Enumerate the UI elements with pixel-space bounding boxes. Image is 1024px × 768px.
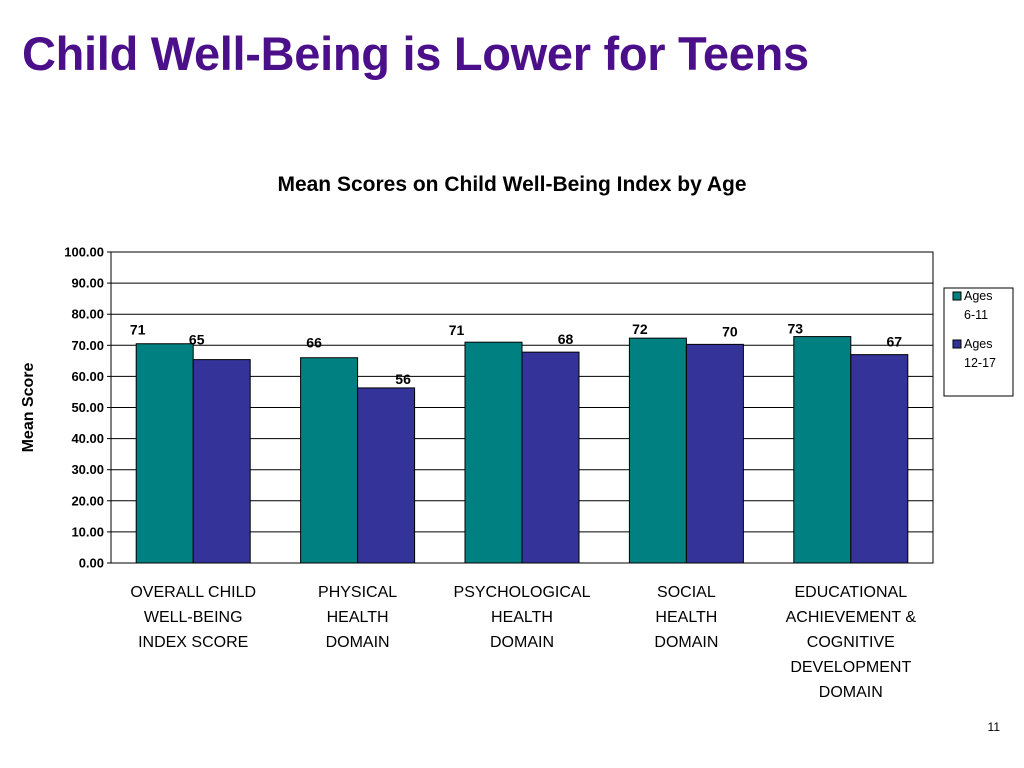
x-category-label: ACHIEVEMENT & [786, 609, 917, 626]
plot-border [110, 251, 934, 564]
data-label: 72 [632, 321, 648, 337]
y-tick-label: 20.00 [71, 493, 104, 508]
bar [850, 354, 909, 564]
x-category-label: PHYSICAL [318, 584, 397, 601]
bar [357, 387, 416, 564]
x-category-label: HEALTH [491, 609, 553, 626]
legend-label: Ages [964, 337, 993, 351]
legend: Ages 6-11 Ages 12-17 [943, 287, 1014, 397]
x-category-label: SOCIAL [657, 584, 716, 601]
data-label: 71 [449, 322, 465, 338]
x-category-label: DOMAIN [819, 684, 883, 701]
bar [521, 351, 580, 564]
data-label: 66 [306, 335, 322, 351]
bar [685, 343, 744, 564]
x-category-label: HEALTH [655, 609, 717, 626]
chart-title: Mean Scores on Child Well-Being Index by… [277, 173, 747, 196]
y-tick-label: 60.00 [71, 369, 104, 384]
legend-label: 6-11 [964, 308, 988, 322]
legend-box [943, 287, 1014, 397]
axes: 0.00 10.00 20.00 30.00 40.00 50.00 60.00 70.00 8… [20, 245, 934, 701]
slide-title: Child Well-Being is Lower for Teens [22, 27, 809, 80]
x-category-label: DOMAIN [654, 634, 718, 651]
bars [135, 336, 909, 564]
x-category-label: WELL-BEING [144, 609, 243, 626]
bar [300, 357, 359, 564]
data-label: 68 [558, 331, 574, 347]
x-category-label: DOMAIN [490, 634, 554, 651]
data-label: 73 [788, 321, 804, 337]
y-tick-label: 50.00 [71, 400, 104, 415]
legend-label: Ages [964, 289, 993, 303]
x-category-label: HEALTH [327, 609, 389, 626]
data-label: 71 [130, 322, 146, 338]
y-tick-label: 90.00 [71, 276, 104, 291]
data-labels: 71 65 66 56 71 68 72 70 73 67 [130, 321, 902, 387]
bar [464, 341, 523, 564]
data-label: 67 [887, 334, 903, 350]
bar [628, 337, 687, 564]
page-number: 11 [987, 720, 1000, 734]
x-category-label: EDUCATIONAL [794, 584, 907, 601]
y-tick-label: 0.00 [79, 556, 104, 571]
data-label: 65 [189, 332, 205, 348]
bar [192, 359, 251, 564]
x-category-label: INDEX SCORE [138, 634, 248, 651]
y-tick-label: 80.00 [71, 307, 104, 322]
data-label: 56 [395, 371, 411, 387]
y-tick-label: 100.00 [64, 245, 104, 260]
bar [793, 336, 852, 564]
x-category-label: COGNITIVE [807, 634, 895, 651]
legend-swatch [952, 291, 962, 301]
x-category-label: DEVELOPMENT [790, 659, 911, 676]
y-tick-label: 30.00 [71, 462, 104, 477]
y-axis-label: Mean Score [20, 362, 37, 452]
x-category-label: DOMAIN [326, 634, 390, 651]
data-label: 70 [722, 323, 738, 339]
x-category-label: OVERALL CHILD [130, 584, 256, 601]
y-tick-label: 40.00 [71, 431, 104, 446]
legend-label: 12-17 [964, 356, 996, 370]
legend-swatch [952, 339, 962, 349]
y-tick-label: 10.00 [71, 524, 104, 539]
x-category-label: PSYCHOLOGICAL [454, 584, 591, 601]
bar [135, 343, 194, 564]
y-tick-label: 70.00 [71, 338, 104, 353]
